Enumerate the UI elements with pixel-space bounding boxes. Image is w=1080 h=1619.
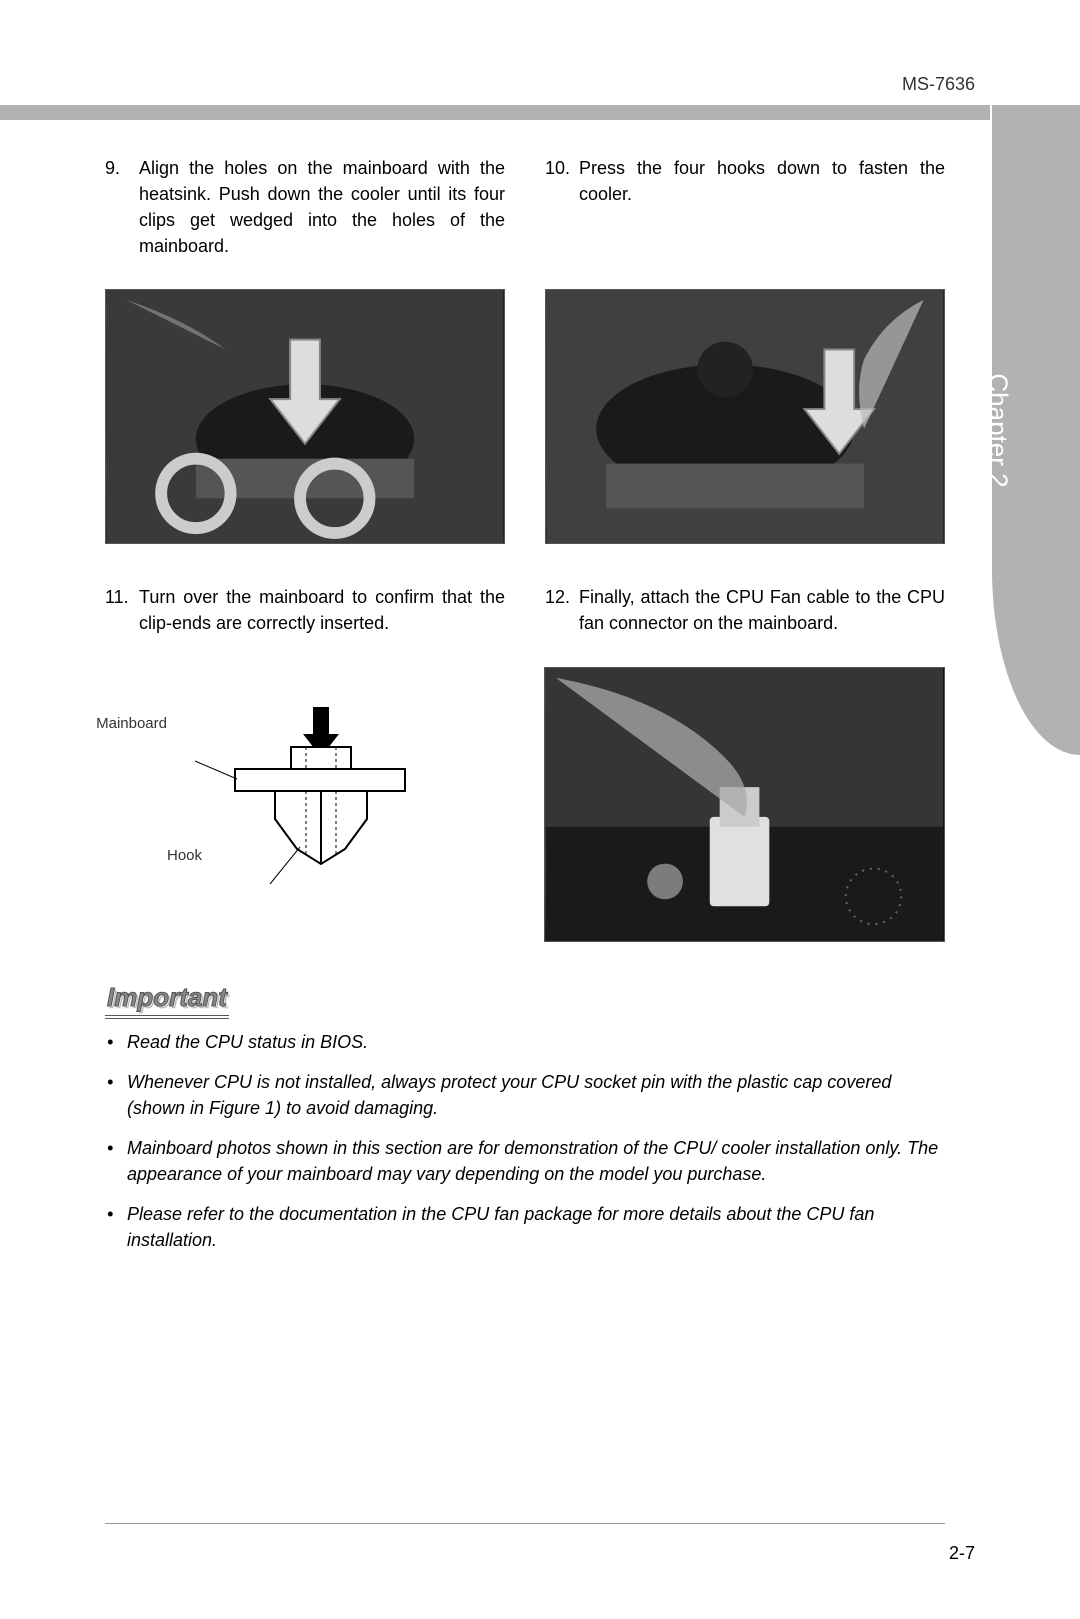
step-text: Finally, attach the CPU Fan cable to the… — [579, 584, 945, 636]
hook-diagram-icon — [175, 699, 435, 909]
step-9-photo — [105, 289, 505, 544]
step-number: 9. — [105, 155, 139, 259]
photo-overlay-icon — [106, 290, 504, 543]
step-number: 11. — [105, 584, 139, 636]
important-list: Read the CPU status in BIOS. Whenever CP… — [105, 1029, 945, 1254]
hook-press-photo — [546, 290, 944, 543]
images-row-1 — [105, 289, 945, 544]
step-number: 12. — [545, 584, 579, 636]
fan-cable-photo — [545, 668, 944, 941]
step-11-diagram: Mainboard Hook — [105, 667, 504, 942]
step-9: 9. Align the holes on the mainboard with… — [105, 155, 505, 259]
steps-row-2: 11. Turn over the mainboard to confirm t… — [105, 584, 945, 636]
model-number: MS-7636 — [902, 74, 975, 95]
step-text: Turn over the mainboard to confirm that … — [139, 584, 505, 636]
list-item: Read the CPU status in BIOS. — [127, 1029, 945, 1055]
diagram-label-hook: Hook — [167, 847, 202, 864]
step-text: Align the holes on the mainboard with th… — [139, 155, 505, 259]
list-item: Mainboard photos shown in this section a… — [127, 1135, 945, 1187]
step-12-photo — [544, 667, 945, 942]
step-number: 10. — [545, 155, 579, 259]
steps-row-1: 9. Align the holes on the mainboard with… — [105, 155, 945, 259]
footer-divider — [105, 1523, 945, 1524]
photo-overlay-icon — [545, 668, 944, 941]
header-bar — [0, 105, 990, 120]
chapter-tab-label: Chapter 2 — [982, 373, 1013, 487]
page-content: 9. Align the holes on the mainboard with… — [105, 155, 945, 1267]
important-section: Important Read the CPU status in BIOS. W… — [105, 982, 945, 1254]
step-10: 10. Press the four hooks down to fasten … — [545, 155, 945, 259]
step-12: 12. Finally, attach the CPU Fan cable to… — [545, 584, 945, 636]
list-item: Please refer to the documentation in the… — [127, 1201, 945, 1253]
list-item: Whenever CPU is not installed, always pr… — [127, 1069, 945, 1121]
chapter-tab: Chapter 2 — [992, 105, 1080, 755]
page-number: 2-7 — [949, 1543, 975, 1564]
cooler-align-photo — [106, 290, 504, 543]
step-11: 11. Turn over the mainboard to confirm t… — [105, 584, 505, 636]
images-row-2: Mainboard Hook — [105, 667, 945, 942]
important-heading: Important — [105, 982, 229, 1019]
photo-overlay-icon — [546, 290, 944, 543]
step-text: Press the four hooks down to fasten the … — [579, 155, 945, 259]
step-10-photo — [545, 289, 945, 544]
diagram-label-mainboard: Mainboard — [77, 715, 167, 732]
